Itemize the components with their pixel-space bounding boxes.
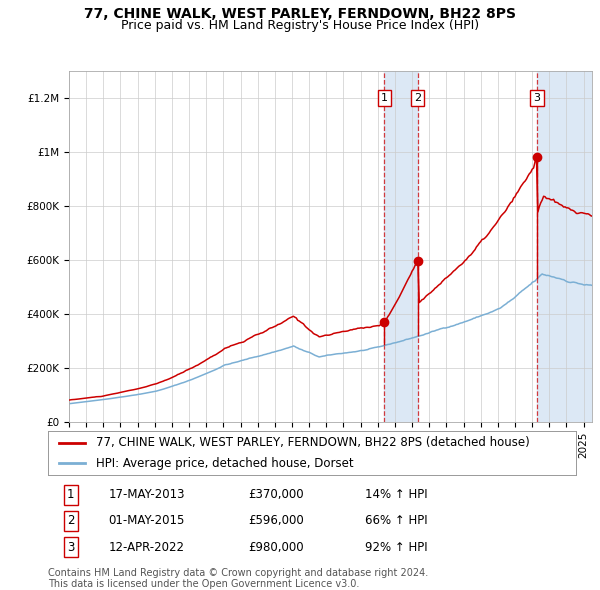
Text: 01-MAY-2015: 01-MAY-2015 bbox=[109, 514, 185, 527]
Text: 12-APR-2022: 12-APR-2022 bbox=[109, 540, 185, 553]
Text: 3: 3 bbox=[67, 540, 74, 553]
Text: 2: 2 bbox=[67, 514, 74, 527]
Text: Price paid vs. HM Land Registry's House Price Index (HPI): Price paid vs. HM Land Registry's House … bbox=[121, 19, 479, 32]
Text: 1: 1 bbox=[381, 93, 388, 103]
Text: 3: 3 bbox=[533, 93, 541, 103]
Bar bbox=[537, 71, 592, 422]
Text: Contains HM Land Registry data © Crown copyright and database right 2024.
This d: Contains HM Land Registry data © Crown c… bbox=[48, 568, 428, 589]
Bar bbox=[384, 71, 418, 422]
Text: £370,000: £370,000 bbox=[248, 489, 304, 502]
Text: 77, CHINE WALK, WEST PARLEY, FERNDOWN, BH22 8PS: 77, CHINE WALK, WEST PARLEY, FERNDOWN, B… bbox=[84, 7, 516, 21]
Text: 77, CHINE WALK, WEST PARLEY, FERNDOWN, BH22 8PS (detached house): 77, CHINE WALK, WEST PARLEY, FERNDOWN, B… bbox=[95, 436, 529, 449]
Text: 17-MAY-2013: 17-MAY-2013 bbox=[109, 489, 185, 502]
Text: 1: 1 bbox=[67, 489, 74, 502]
Text: 66% ↑ HPI: 66% ↑ HPI bbox=[365, 514, 427, 527]
Text: £596,000: £596,000 bbox=[248, 514, 304, 527]
Text: HPI: Average price, detached house, Dorset: HPI: Average price, detached house, Dors… bbox=[95, 457, 353, 470]
Text: 2: 2 bbox=[414, 93, 421, 103]
Text: 14% ↑ HPI: 14% ↑ HPI bbox=[365, 489, 427, 502]
Text: £980,000: £980,000 bbox=[248, 540, 304, 553]
Text: 92% ↑ HPI: 92% ↑ HPI bbox=[365, 540, 427, 553]
